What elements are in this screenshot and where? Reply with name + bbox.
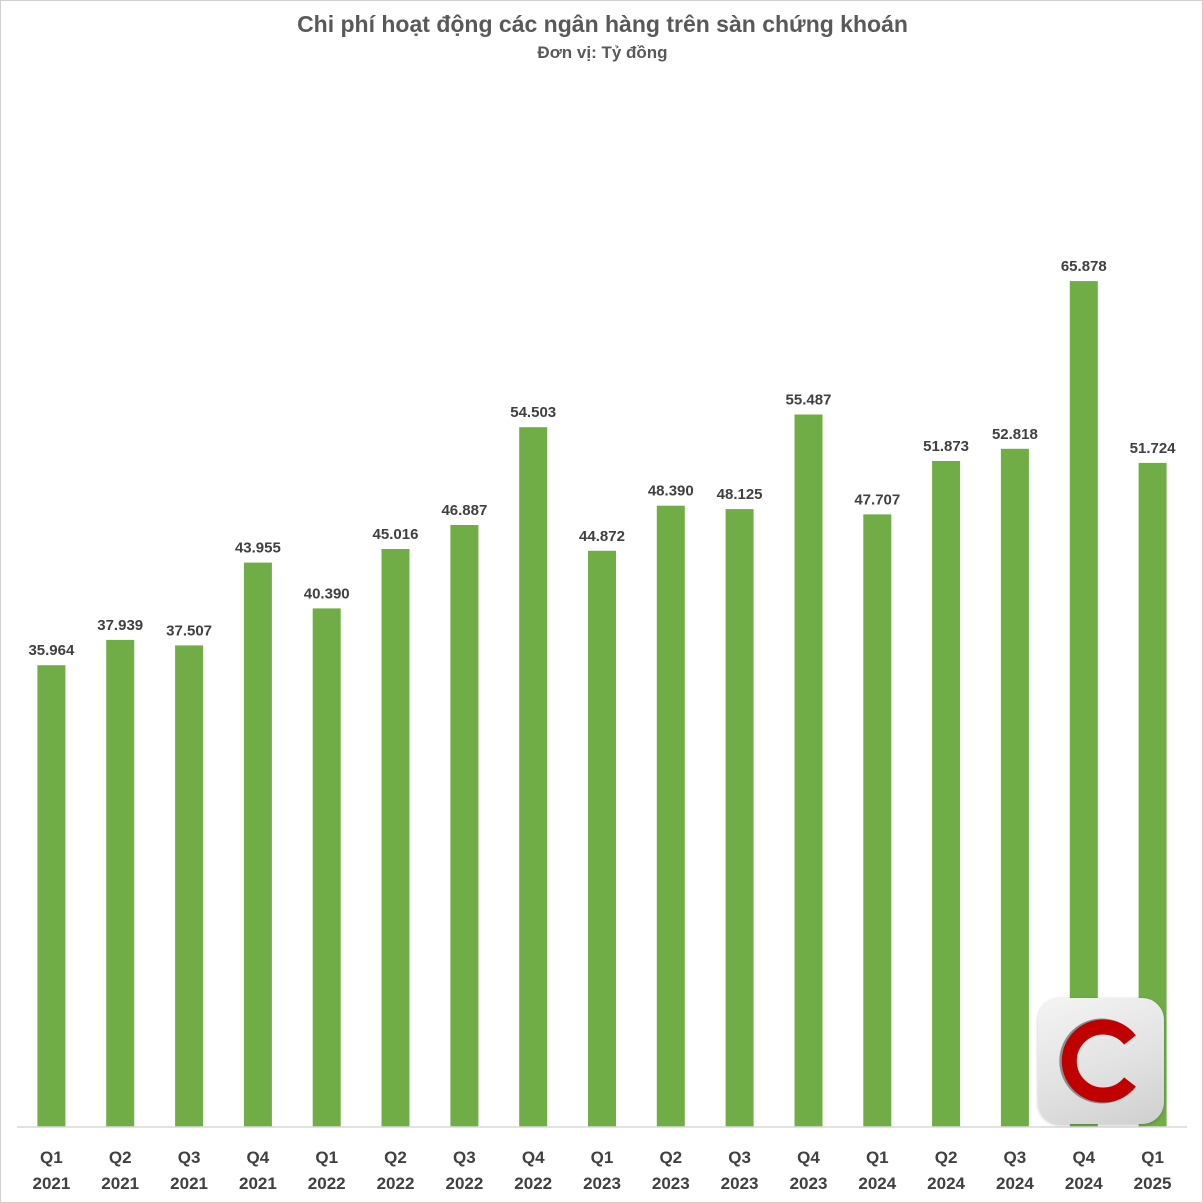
x-tick-label-quarter: Q2 <box>659 1148 682 1167</box>
x-tick-label-year: 2024 <box>858 1174 896 1193</box>
data-label: 35.964 <box>28 642 75 659</box>
x-tick-label-quarter: Q3 <box>178 1148 201 1167</box>
x-tick-label-quarter: Q2 <box>109 1148 132 1167</box>
data-label: 37.507 <box>166 622 212 639</box>
x-tick-label-year: 2024 <box>1065 1174 1103 1193</box>
x-tick-label-year: 2022 <box>377 1174 415 1193</box>
data-label: 51.724 <box>1130 440 1177 457</box>
x-tick-label-year: 2023 <box>790 1174 828 1193</box>
data-label: 40.390 <box>304 585 350 602</box>
x-tick-label-year: 2021 <box>239 1174 277 1193</box>
x-tick-label-year: 2023 <box>583 1174 621 1193</box>
x-tick-label-quarter: Q4 <box>522 1148 545 1167</box>
bar-q1-2023 <box>588 550 616 1127</box>
bar-series <box>37 281 1167 1128</box>
x-axis-tick-labels: Q1 2021 Q2 2021 Q3 2021 Q4 2021 Q1 2022 Q2 2022 Q3 20… <box>32 1148 1171 1193</box>
bar-q1-2024 <box>863 514 892 1127</box>
x-tick-label-year: 2021 <box>32 1174 70 1193</box>
x-tick-label-quarter: Q1 <box>591 1148 614 1167</box>
x-tick-label-quarter: Q1 <box>40 1148 63 1167</box>
data-labels: 35.964 37.939 37.507 43.955 40.390 45.016 46.8… <box>28 258 1176 659</box>
bar-q4-2024 <box>1069 281 1098 1128</box>
bar-q2-2024 <box>932 461 961 1127</box>
c-logo-icon <box>1038 998 1164 1124</box>
bar-q1-2022 <box>312 608 341 1127</box>
x-tick-label-quarter: Q3 <box>453 1148 476 1167</box>
data-label: 55.487 <box>786 392 832 409</box>
x-tick-label-quarter: Q1 <box>1141 1148 1164 1167</box>
x-tick-label-year: 2024 <box>927 1174 965 1193</box>
x-tick-label-quarter: Q4 <box>797 1148 820 1167</box>
x-tick-label-year: 2021 <box>170 1174 208 1193</box>
bar-q3-2023 <box>725 509 754 1128</box>
bar-q4-2021 <box>243 562 272 1127</box>
data-label: 48.390 <box>648 483 694 500</box>
data-label: 47.707 <box>854 491 900 508</box>
data-label: 48.125 <box>717 486 763 503</box>
bar-q1-2021 <box>37 665 66 1127</box>
x-tick-label-year: 2025 <box>1134 1174 1172 1193</box>
x-tick-label-quarter: Q1 <box>315 1148 338 1167</box>
bar-q3-2022 <box>450 525 479 1127</box>
x-tick-label-year: 2022 <box>445 1174 483 1193</box>
x-tick-label-year: 2023 <box>652 1174 690 1193</box>
x-tick-label-quarter: Q2 <box>384 1148 407 1167</box>
chart-subtitle: Đơn vị: Tỷ đồng <box>537 43 668 62</box>
x-tick-label-quarter: Q4 <box>247 1148 270 1167</box>
x-tick-label-year: 2023 <box>721 1174 759 1193</box>
bar-q4-2022 <box>519 427 548 1127</box>
data-label: 65.878 <box>1061 258 1107 275</box>
x-tick-label-year: 2021 <box>101 1174 139 1193</box>
bar-q2-2023 <box>656 505 685 1127</box>
data-label: 46.887 <box>441 502 487 519</box>
chart-title: Chi phí hoạt động các ngân hàng trên sàn… <box>297 11 908 37</box>
x-tick-label-quarter: Q1 <box>866 1148 889 1167</box>
data-label: 44.872 <box>579 528 625 545</box>
data-label: 52.818 <box>992 426 1038 443</box>
x-tick-label-quarter: Q2 <box>935 1148 958 1167</box>
bar-q3-2024 <box>1000 448 1029 1127</box>
bar-q4-2023 <box>794 414 823 1127</box>
x-tick-label-year: 2022 <box>308 1174 346 1193</box>
bar-q2-2022 <box>381 549 410 1127</box>
x-tick-label-quarter: Q4 <box>1072 1148 1095 1167</box>
bar-q3-2021 <box>175 645 204 1127</box>
data-label: 43.955 <box>235 540 281 557</box>
data-label: 54.503 <box>510 404 556 421</box>
x-tick-label-quarter: Q3 <box>728 1148 751 1167</box>
data-label: 37.939 <box>97 617 143 634</box>
x-tick-label-quarter: Q3 <box>1004 1148 1027 1167</box>
bar-q2-2021 <box>106 639 135 1127</box>
x-tick-label-year: 2022 <box>514 1174 552 1193</box>
x-tick-label-year: 2024 <box>996 1174 1034 1193</box>
data-label: 45.016 <box>373 526 419 543</box>
data-label: 51.873 <box>923 438 969 455</box>
